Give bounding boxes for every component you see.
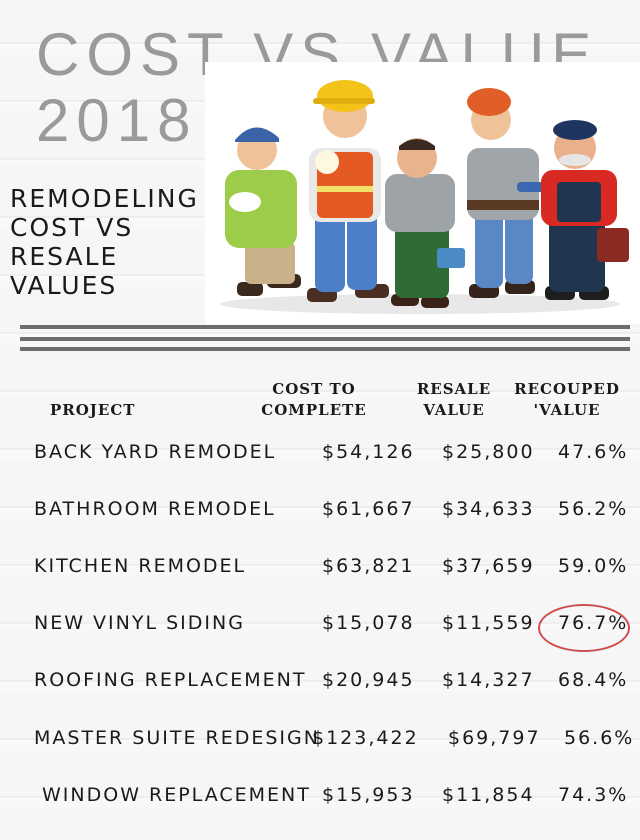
row-recouped: 56.6% xyxy=(564,727,635,749)
header-cost-line-1: COST TO xyxy=(272,380,356,398)
row-cost: $123,422 xyxy=(312,727,419,749)
row-recouped: 56.2% xyxy=(558,498,629,520)
header-resale-line-2: VALUE xyxy=(423,401,485,419)
divider-line-3 xyxy=(20,347,630,351)
title-line-2: 2018 xyxy=(36,87,198,154)
row-cost: $20,945 xyxy=(322,669,415,691)
row-resale: $11,854 xyxy=(442,784,535,806)
subtitle-line-1: REMODELING xyxy=(10,184,199,213)
worker-figure-2 xyxy=(307,80,389,302)
row-project: KITCHEN REMODEL xyxy=(34,555,247,577)
table-row: BACK YARD REMODEL $54,126 $25,800 47.6% xyxy=(0,441,640,471)
row-project: ROOFING REPLACEMENT xyxy=(34,669,307,691)
row-resale: $14,327 xyxy=(442,669,535,691)
row-resale: $69,797 xyxy=(448,727,541,749)
row-cost: $15,953 xyxy=(322,784,415,806)
row-resale: $25,800 xyxy=(442,441,535,463)
row-recouped: 68.4% xyxy=(558,669,629,691)
subtitle-line-4: VALUES xyxy=(10,271,118,300)
row-cost: $15,078 xyxy=(322,612,415,634)
divider-line-2 xyxy=(20,337,630,341)
row-project: BATHROOM REMODEL xyxy=(34,498,276,520)
worker-figure-1 xyxy=(225,127,301,296)
subtitle-line-2: COST VS xyxy=(10,213,134,242)
table-row: WINDOW REPLACEMENT $15,953 $11,854 74.3% xyxy=(0,784,640,814)
header-project: PROJECT xyxy=(50,401,136,419)
header-recouped-line-2: 'VALUE xyxy=(533,401,601,419)
subtitle-line-3: RESALE xyxy=(10,242,119,271)
table-row: ROOFING REPLACEMENT $20,945 $14,327 68.4… xyxy=(0,669,640,699)
row-resale: $34,633 xyxy=(442,498,535,520)
row-recouped: 59.0% xyxy=(558,555,629,577)
worker-figure-4 xyxy=(467,88,557,298)
row-resale: $11,559 xyxy=(442,612,535,634)
row-recouped: 47.6% xyxy=(558,441,629,463)
table-row: KITCHEN REMODEL $63,821 $37,659 59.0% xyxy=(0,555,640,585)
header-resale-line-1: RESALE xyxy=(416,380,492,398)
row-recouped: 74.3% xyxy=(558,784,629,806)
header-recouped-line-1: RECOUPED xyxy=(514,380,620,398)
table-row: MASTER SUITE REDESIGN $123,422 $69,797 5… xyxy=(0,727,640,757)
worker-figure-5 xyxy=(541,120,629,300)
highlight-circle xyxy=(538,604,630,652)
row-project: BACK YARD REMODEL xyxy=(34,441,277,463)
row-cost: $54,126 xyxy=(322,441,415,463)
subtitle: REMODELING COST VS RESALE VALUES xyxy=(10,184,199,300)
table-row: NEW VINYL SIDING $15,078 $11,559 76.7% xyxy=(0,612,640,642)
row-project: NEW VINYL SIDING xyxy=(34,612,245,634)
header-resale: RESALE VALUE xyxy=(412,379,496,421)
row-cost: $63,821 xyxy=(322,555,415,577)
workers-illustration xyxy=(205,62,640,324)
worker-figure-3 xyxy=(385,138,465,308)
row-cost: $61,667 xyxy=(322,498,415,520)
divider-line-1 xyxy=(20,325,630,329)
workers-figures-image xyxy=(220,80,629,314)
header-cost-line-2: COMPLETE xyxy=(261,401,367,419)
row-project: WINDOW REPLACEMENT xyxy=(42,784,311,806)
row-project: MASTER SUITE REDESIGN xyxy=(34,727,320,749)
header-recouped: RECOUPED 'VALUE xyxy=(508,379,626,421)
row-resale: $37,659 xyxy=(442,555,535,577)
table-row: BATHROOM REMODEL $61,667 $34,633 56.2% xyxy=(0,498,640,528)
header-cost: COST TO COMPLETE xyxy=(256,379,372,421)
